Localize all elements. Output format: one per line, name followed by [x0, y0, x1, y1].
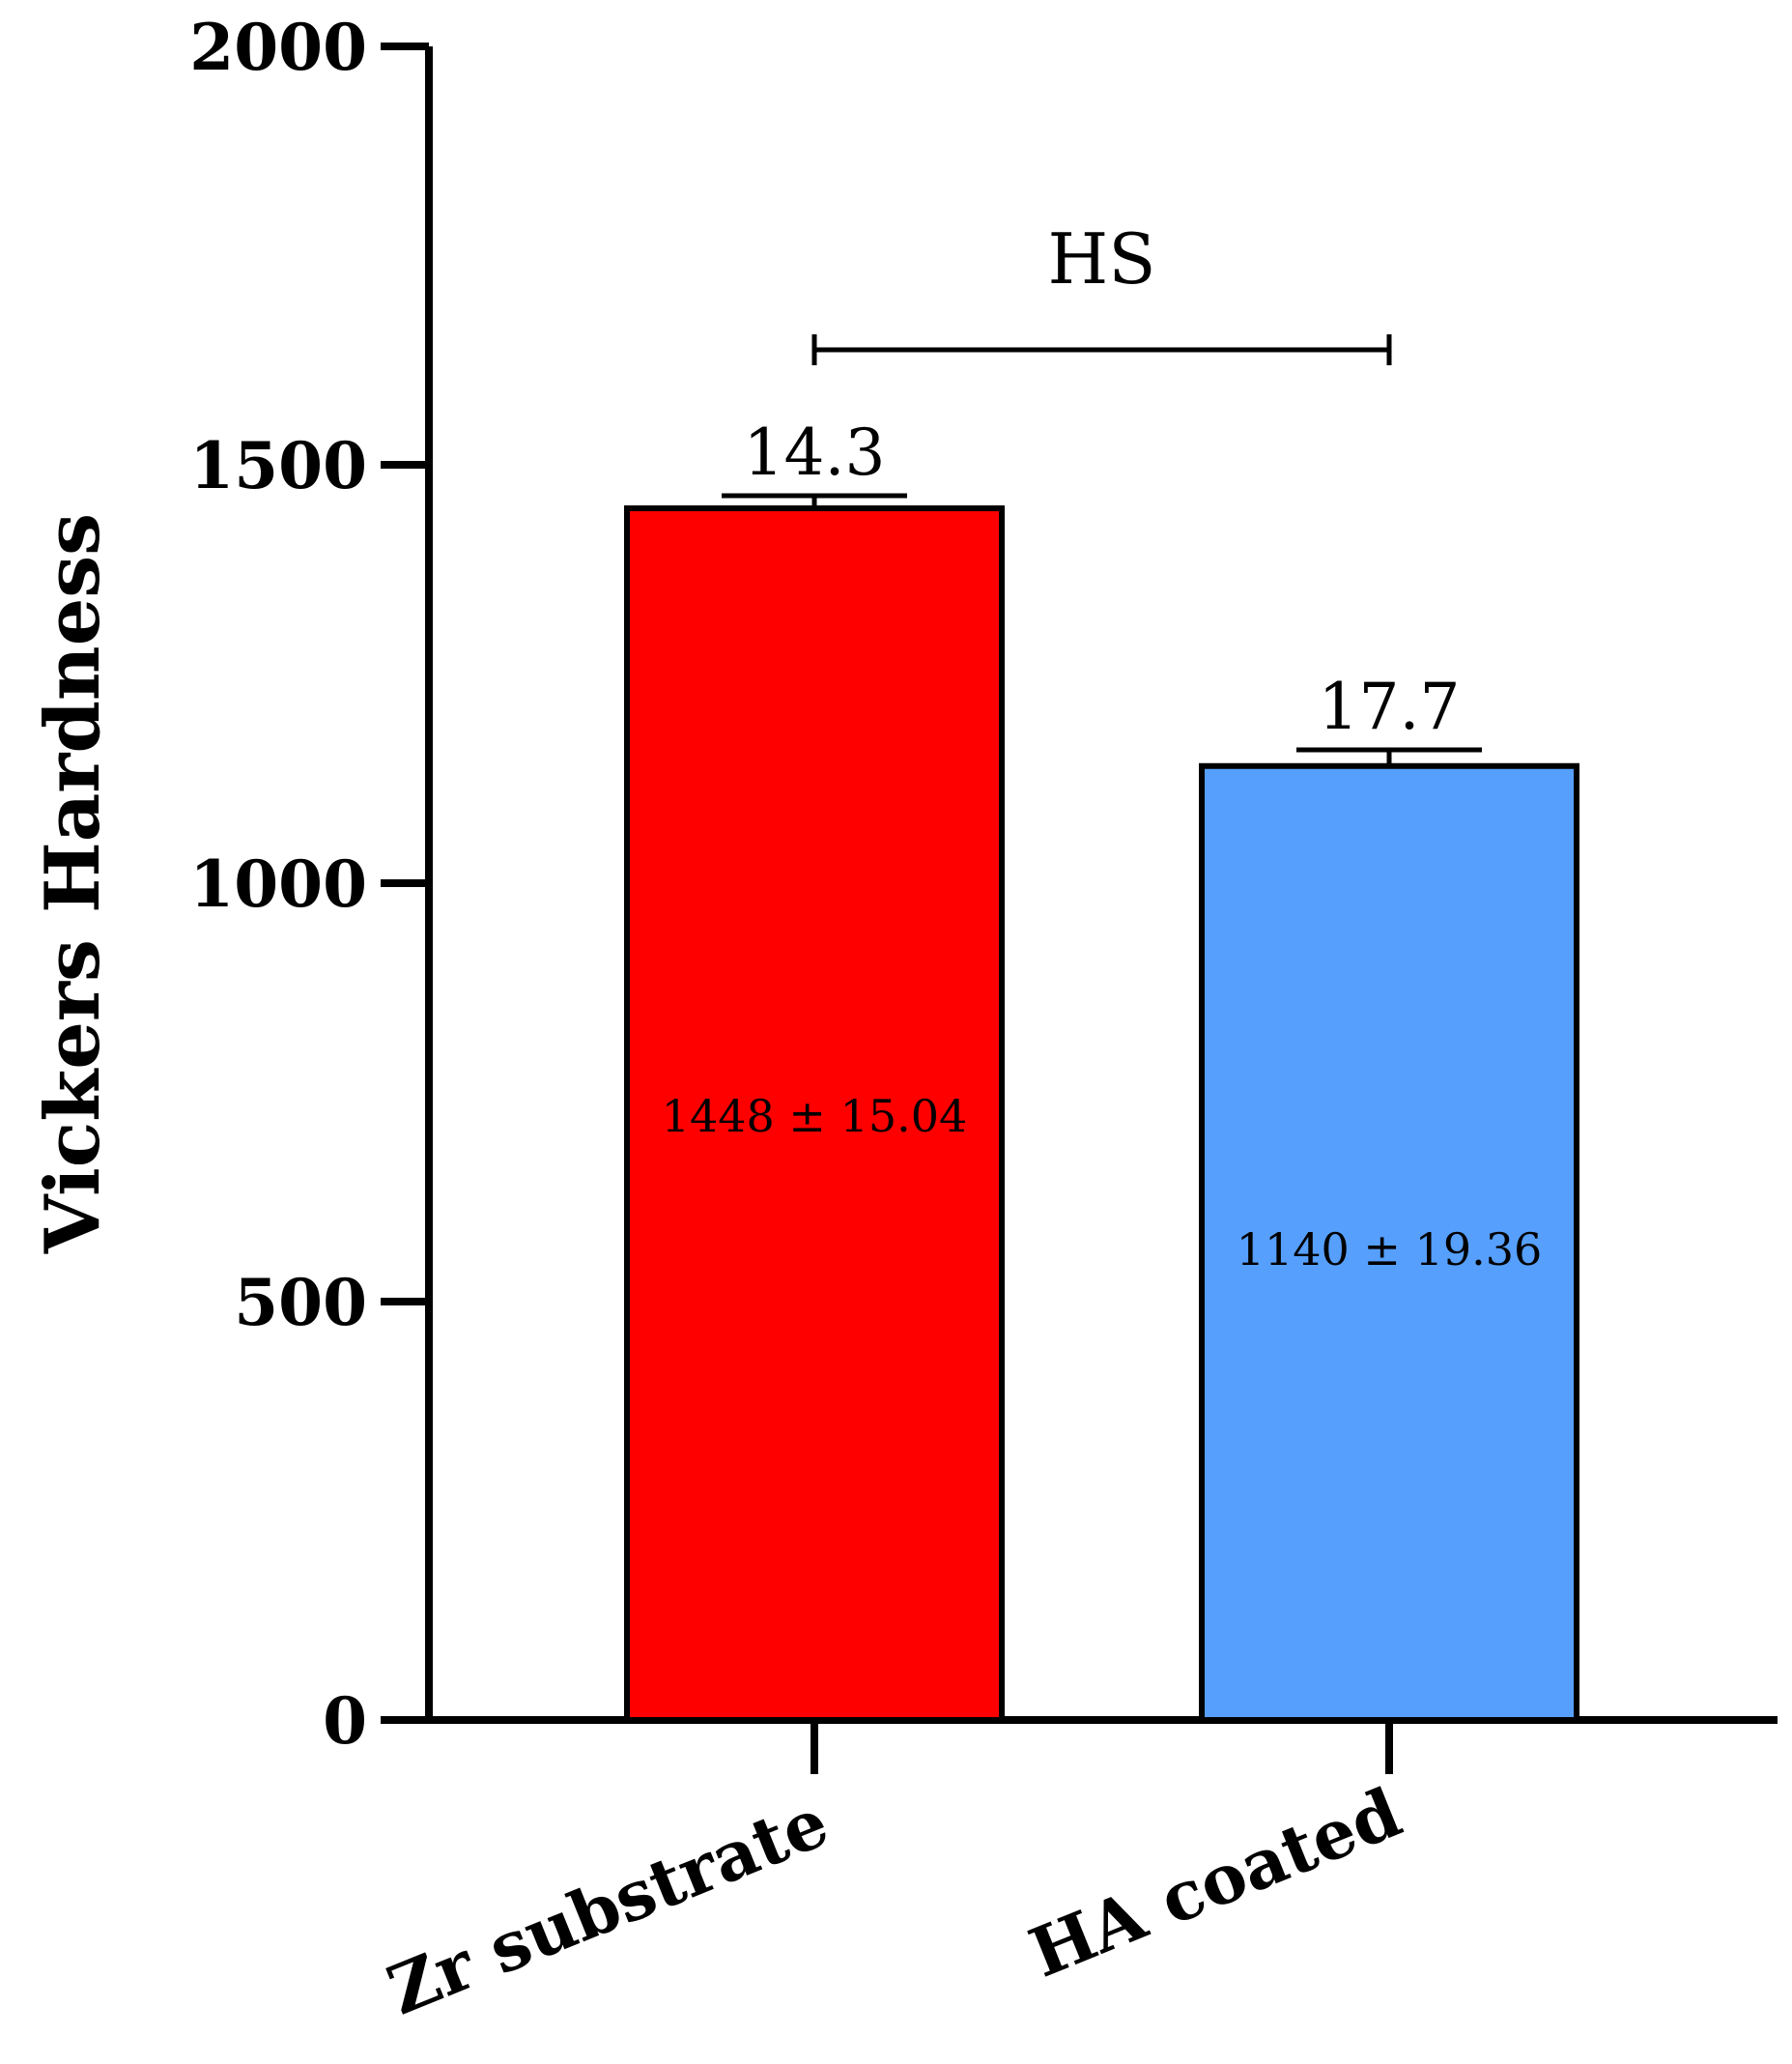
bar-zr-substrate	[624, 505, 1005, 1723]
error-label: 17.7	[1319, 670, 1461, 744]
bar-value-label: 1448 ± 15.04	[662, 1090, 968, 1142]
significance-label: HS	[1047, 218, 1155, 300]
x-category-label: HA coated	[1018, 1772, 1411, 1993]
y-tick-label: 2000	[189, 10, 367, 85]
bars	[624, 493, 1579, 1723]
error-label: 14.3	[744, 416, 886, 490]
x-category-label: Zr substrate	[377, 1782, 839, 2031]
bar-ha-coated	[1199, 762, 1579, 1723]
y-axis-label: Vickers Hardness	[29, 513, 117, 1254]
y-tick-label: 0	[323, 1683, 367, 1759]
y-tick-label: 500	[234, 1265, 367, 1340]
bar-value-label: 1140 ± 19.36	[1237, 1223, 1543, 1276]
y-tick-label: 1500	[189, 428, 367, 503]
axes: 0 500 1000 1500 2000	[189, 10, 1778, 1774]
y-tick-label: 1000	[189, 846, 367, 922]
